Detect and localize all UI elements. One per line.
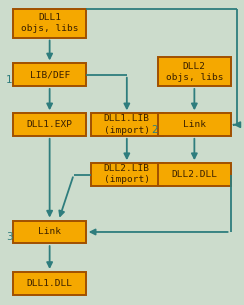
Text: LIB/DEF: LIB/DEF <box>30 70 70 79</box>
Text: 1: 1 <box>6 75 13 85</box>
Text: DLL1.DLL: DLL1.DLL <box>27 279 73 288</box>
FancyBboxPatch shape <box>91 163 163 186</box>
Text: DLL2.DLL: DLL2.DLL <box>171 170 217 179</box>
FancyBboxPatch shape <box>158 57 231 86</box>
Text: 3: 3 <box>6 232 13 242</box>
FancyBboxPatch shape <box>13 9 86 38</box>
Text: DLL1
objs, libs: DLL1 objs, libs <box>21 13 78 33</box>
FancyBboxPatch shape <box>13 272 86 295</box>
Text: DLL2.LIB
(import): DLL2.LIB (import) <box>104 164 150 185</box>
FancyBboxPatch shape <box>13 221 86 243</box>
FancyBboxPatch shape <box>158 163 231 186</box>
Text: Link: Link <box>38 227 61 236</box>
Text: DLL2
objs, libs: DLL2 objs, libs <box>166 62 223 82</box>
FancyBboxPatch shape <box>13 113 86 136</box>
Text: 2: 2 <box>151 125 158 135</box>
Text: DLL1.EXP: DLL1.EXP <box>27 120 73 129</box>
Text: DLL1.LIB
(import): DLL1.LIB (import) <box>104 114 150 135</box>
FancyBboxPatch shape <box>91 113 163 136</box>
FancyBboxPatch shape <box>158 113 231 136</box>
Text: Link: Link <box>183 120 206 129</box>
FancyBboxPatch shape <box>13 63 86 86</box>
